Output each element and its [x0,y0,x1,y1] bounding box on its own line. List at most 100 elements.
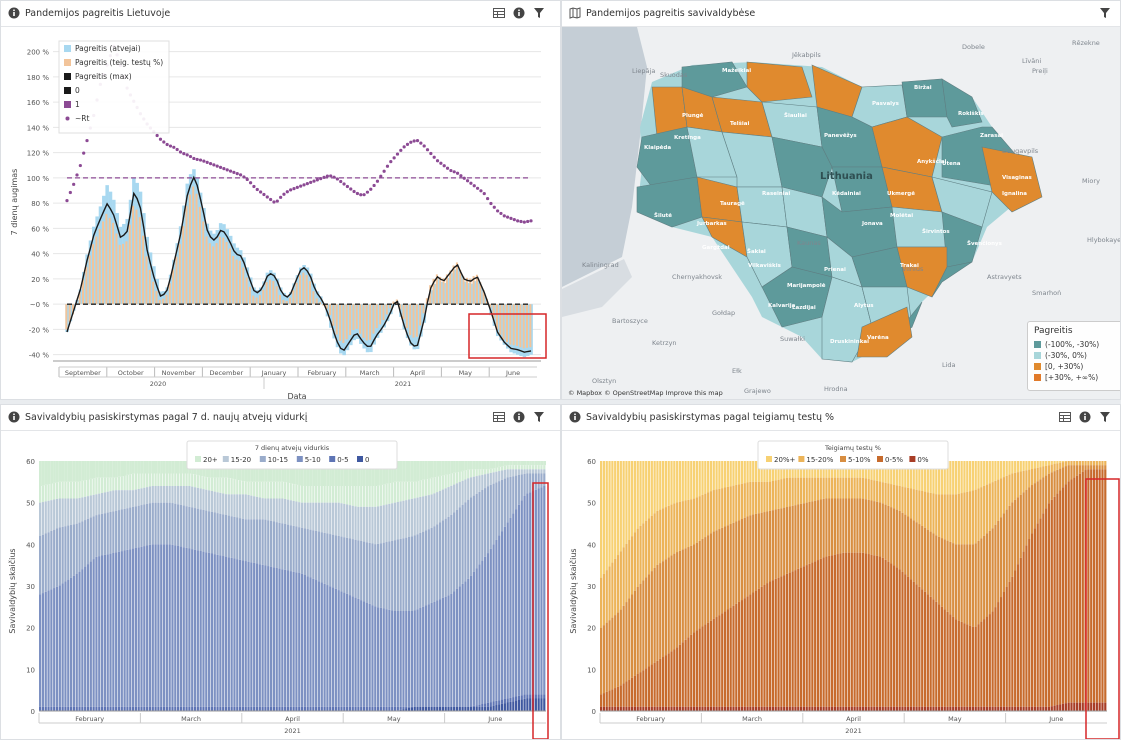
bar-segment [839,553,842,707]
bar-segment [1073,461,1076,466]
bar-segment [157,486,160,503]
bar-segment [692,461,696,499]
bar-segment [475,469,478,477]
bar-segment [616,706,620,711]
bar-segment [517,461,521,466]
bar-segment [495,471,498,483]
tests-bar [215,243,218,305]
municipality-label: Šiauliai [784,112,807,119]
bar-segment [1014,499,1017,571]
bar-segment [963,623,966,707]
bar-segment [236,706,239,711]
bar-segment [405,537,408,611]
bar-segment [151,473,154,486]
filter-icon[interactable] [532,6,546,20]
bar-segment [707,622,710,707]
bar-segment [67,461,70,482]
bar-segment [971,626,975,707]
bar-segment [994,706,997,711]
bar-segment [326,461,330,486]
bar-segment [543,486,546,695]
rt-point [292,187,296,191]
bar-segment [253,562,256,707]
bar-segment [1030,469,1034,486]
bar-segment [712,461,715,491]
rt-point [339,179,343,184]
bar-segment [783,706,786,711]
bar-segment [100,461,104,478]
tests-bar [502,304,505,340]
bar-segment [802,503,806,567]
bar-segment [1033,483,1036,529]
bar-segment [909,518,913,580]
bar-segment [205,477,208,490]
bar-segment [515,461,518,466]
bar-segment [814,706,817,711]
bar-segment [777,577,780,707]
bar-segment [117,510,121,552]
bar-segment [377,485,380,507]
bar-segment [659,658,662,707]
bar-segment [331,461,335,486]
bar-segment [847,552,851,707]
bar-segment [1076,702,1079,711]
bar-segment [653,706,656,711]
bar-segment [707,535,710,623]
bar-segment [892,508,896,566]
bar-segment [932,599,935,707]
bar-segment [255,519,259,564]
bar-segment [405,500,408,538]
x-axis-title: Data [287,392,306,400]
bar-segment [656,706,659,711]
map-legend-item: [0, +30%) [1034,361,1116,372]
bar-segment [489,706,492,711]
bar-segment [1047,473,1051,504]
map-canvas[interactable]: Jēkabpils Dobele Liepāja Daugavpils Kalining… [562,27,1120,399]
year-label: 2021 [845,727,862,735]
map-attribution[interactable]: © Mapbox © OpenStreetMap Improve this ma… [568,389,723,397]
bar-segment [444,474,447,489]
info-icon[interactable] [512,6,526,20]
info-icon[interactable] [1078,410,1092,424]
bar-segment [300,573,304,707]
filter-icon[interactable] [1098,410,1112,424]
bar-segment [84,461,87,481]
table-icon[interactable] [492,410,506,424]
bar-segment [410,498,414,537]
bar-segment [191,507,194,550]
bar-segment [146,706,149,711]
bar-segment [300,502,304,528]
bar-segment [811,706,814,711]
bar-segment [769,461,772,482]
bar-segment [985,533,989,617]
legend-box [757,440,949,470]
bar-segment [667,461,670,506]
bar-segment [1025,461,1028,471]
bar-segment [174,486,177,504]
info-circle-icon [7,410,21,424]
filter-icon[interactable] [1098,6,1112,20]
bar-segment [391,503,394,541]
bar-segment [1005,706,1008,711]
bar-segment [690,461,693,500]
bar-segment [174,473,177,486]
bar-segment [845,498,848,553]
bar-segment [98,493,101,515]
table-icon[interactable] [492,6,506,20]
bar-segment [949,541,952,615]
bar-segment [165,706,168,711]
bar-segment [1078,473,1082,703]
municipality-shape [941,78,983,128]
bar-segment [193,508,197,550]
bar-segment [887,706,890,711]
filter-icon[interactable] [532,410,546,424]
bar-segment [839,477,842,499]
bar-segment [670,651,673,707]
bar-segment [509,697,512,702]
bar-segment [512,697,515,702]
rt-point [252,184,256,189]
table-icon[interactable] [1058,410,1072,424]
rt-point [202,159,206,163]
bar-segment [100,555,104,707]
info-icon[interactable] [512,410,526,424]
